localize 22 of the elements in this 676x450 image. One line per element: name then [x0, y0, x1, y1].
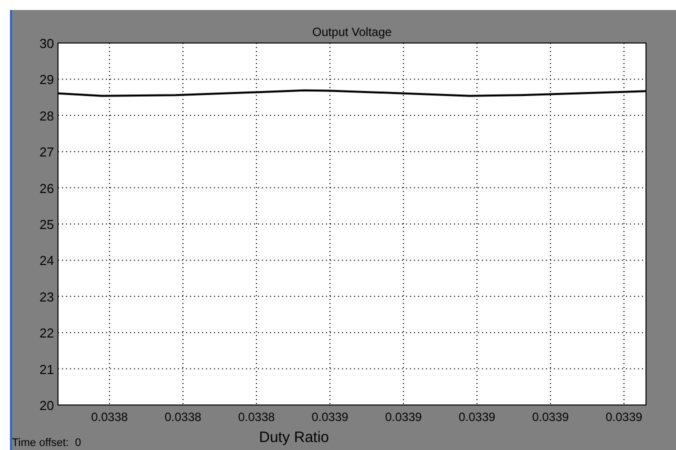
y-tick-label: 23: [40, 289, 54, 304]
x-tick-label: 0.0339: [385, 410, 422, 424]
y-tick-label: 20: [40, 398, 54, 413]
x-axis-title: Duty Ratio: [258, 429, 330, 446]
y-tick-label: 30: [40, 36, 54, 51]
y-tick-label: 24: [40, 253, 54, 268]
y-tick-label: 27: [40, 144, 54, 160]
y-tick-label: 22: [40, 326, 54, 341]
y-tick-label: 25: [40, 217, 54, 232]
y-tick-label: 29: [40, 72, 54, 88]
x-tick-label: 0.0338: [164, 410, 202, 424]
y-tick-label: 28: [40, 108, 54, 124]
y-tick-label: 26: [40, 180, 54, 196]
x-tick-label: 0.0339: [532, 410, 570, 424]
text: Time offset: 0: [12, 437, 82, 449]
x-tick-label: 0.0339: [458, 410, 496, 424]
x-tick-label: 0.0339: [312, 410, 349, 424]
y-tick-label: 21: [40, 362, 54, 377]
x-tick-label: 0.0338: [91, 410, 128, 424]
chart-title: Output Voltage: [312, 25, 392, 39]
x-tick-label: 0.0338: [238, 410, 276, 424]
x-tick-label: 0.0339: [606, 410, 643, 424]
